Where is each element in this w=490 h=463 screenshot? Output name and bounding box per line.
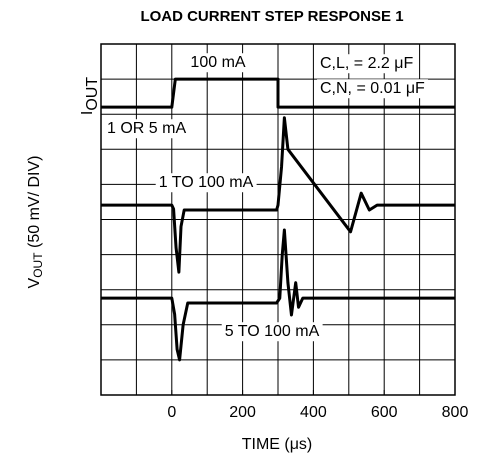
annotation-bg (187, 53, 249, 73)
trace (101, 116, 455, 274)
iout-label: IOUT (79, 77, 101, 115)
x-tick-label: 200 (229, 404, 256, 421)
x-axis-label: TIME (μs) (242, 436, 313, 453)
annotation-bg (317, 79, 429, 99)
x-tick-label: 0 (167, 404, 176, 421)
annotation: 5 TO 100 mA (225, 323, 320, 340)
annotation: 1 TO 100 mA (159, 174, 254, 191)
annotation: C,N, = 0.01 μF (320, 80, 425, 97)
x-tick-label: 800 (442, 404, 469, 421)
trace (101, 228, 455, 362)
y-axis-label: VOUT (50 mV/ DIV) (26, 156, 45, 289)
annotation: 100 mA (190, 54, 245, 71)
annotation-bg (221, 322, 323, 342)
annotation-bg (317, 54, 417, 74)
plot-frame (100, 43, 456, 396)
annotation: C,L, = 2.2 μF (320, 55, 413, 72)
x-tick-label: 600 (371, 404, 398, 421)
annotation-bg (155, 173, 257, 193)
annotation-bg (104, 119, 190, 139)
annotation: 1 OR 5 mA (107, 120, 186, 137)
trace (101, 77, 455, 109)
iout-sub: OUT (84, 77, 101, 111)
iout-part: I (79, 111, 96, 115)
x-tick-label: 400 (300, 404, 327, 421)
chart-title: LOAD CURRENT STEP RESPONSE 1 (140, 8, 403, 25)
